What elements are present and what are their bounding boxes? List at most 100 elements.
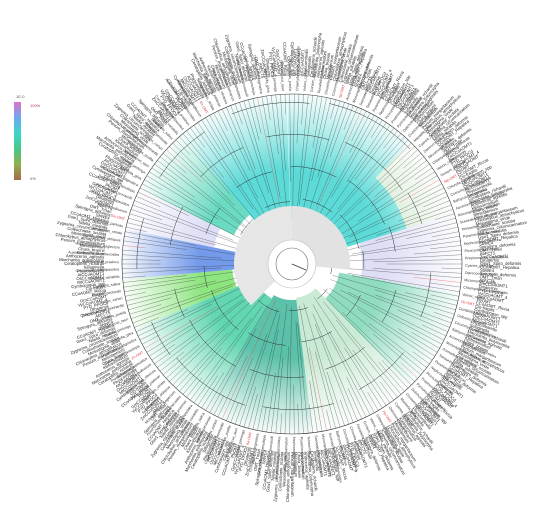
leaf-label: CCoAOMT_Hepatica: [480, 264, 520, 270]
leaf-label: Mesotaenium: [79, 243, 105, 250]
tree-branch: [134, 317, 159, 328]
inner-leaf-label: Ostreococcus_tauri: [279, 60, 285, 91]
leaf-label: AbFCT5: [363, 75, 374, 92]
core-gray-band-2: [291, 205, 350, 270]
tree-branch: [213, 395, 225, 416]
tree-branch: [441, 267, 462, 269]
tree-node-arc: [388, 226, 396, 252]
leaf-label: CCoAOMT_Hepatica: [261, 450, 271, 490]
tree-branch: [146, 285, 256, 353]
tree-branch: [139, 304, 212, 341]
tree-branch: [400, 362, 418, 379]
tree-node-arc: [381, 289, 397, 323]
leaf-label: Penium_margaritaceum: [290, 452, 295, 497]
leaf-label: PtrOMT: [455, 163, 471, 175]
tree-branch: [297, 94, 309, 207]
tree-branch: [326, 299, 412, 386]
tree-branch: [375, 294, 452, 324]
tree-branch: [162, 343, 200, 375]
leaf-label: PtrOMT: [476, 297, 492, 305]
leaf-label: Ceratopteris_richardii: [64, 261, 104, 266]
leaf-label: Marchantia_polymorpha: [312, 32, 323, 78]
tree-branch: [336, 319, 398, 398]
inner-leaf-label: Chlorella_variabilis: [89, 275, 120, 281]
leaf-label: Clo-fragilis: [332, 447, 341, 467]
inner-leaf-label: Coccomyxa_subellipsoidea: [75, 267, 119, 272]
legend-color-bar: [14, 102, 21, 180]
inner-leaf-label: Prasinococcus_capsulatus: [274, 436, 281, 479]
leaf-label: OMT_Tmari: [253, 56, 262, 79]
leaf-label: ZmCCoAOMT1: [479, 281, 509, 289]
tree-node-arc: [159, 131, 206, 178]
tree-node-arc: [176, 357, 246, 406]
tree-node-arc: [151, 321, 171, 356]
leaf-labels-inner: Cyanea_perlongaOstreococcus_tauriMicromo…: [68, 46, 508, 483]
tree-branch: [122, 265, 243, 269]
tree-branch: [186, 130, 225, 178]
tree-branch: [123, 240, 187, 250]
leaf-label: Selaginella: [313, 450, 321, 472]
tree-branch: [323, 301, 402, 395]
tree-branch: [213, 112, 259, 199]
tree-branch: [330, 175, 438, 241]
leaf-label: PYD_PPOCd: [83, 300, 109, 310]
inner-leaf-label: Mamiella_gilva: [263, 69, 270, 93]
tree-branch: [300, 97, 327, 223]
tree-branch: [166, 149, 203, 183]
tree-branch: [429, 282, 461, 288]
tree-branch: [312, 304, 371, 416]
leaf-label: SbWE4: [95, 212, 111, 220]
inner-leaf-label: Cyanea_perlonga: [271, 63, 278, 92]
leaf-label: Physcomitrella: [77, 268, 105, 274]
leaf-label: SbWE4: [248, 66, 256, 82]
leaf-label: PYD_PPOCd: [238, 445, 249, 471]
tree-branch: [186, 378, 202, 398]
tree-branch: [169, 320, 234, 382]
tree-branch: [343, 149, 418, 218]
tree-branch: [122, 259, 161, 261]
inner-leaf-label: Ostreococcus_tauri: [465, 271, 496, 277]
tree-node-arc: [407, 192, 423, 224]
tree-branch: [270, 95, 279, 155]
tree-branch: [201, 372, 224, 409]
leaf-label: Chlorokybus_atmophyticus: [285, 452, 291, 502]
leaf-label: Physcomitrella: [302, 48, 309, 76]
leaf-label: AbFCT5: [250, 447, 258, 464]
tree-branch: [132, 204, 242, 246]
tree-branch: [123, 269, 253, 288]
tree-branch: [127, 274, 249, 306]
tree-node-arc: [329, 103, 411, 150]
tree-branch: [372, 268, 462, 274]
tree-branch: [323, 160, 427, 240]
leaf-label: PYD_PPOCd: [268, 52, 276, 78]
tree-branch: [331, 117, 379, 198]
tree-branch: [326, 371, 345, 426]
tree-branch: [137, 281, 255, 337]
tree-branch: [182, 133, 267, 233]
legend-min-label: 0%: [30, 176, 36, 181]
tree-branch: [381, 139, 409, 169]
tree-branch: [423, 196, 448, 208]
tree-branch: [326, 409, 332, 430]
inner-leaf-label: Crustomastix_stigmatica: [248, 433, 260, 472]
leaf-label: Klebsormidium: [76, 250, 104, 256]
leaf-label: GmCCoAOMT: [477, 294, 505, 304]
leaf-label: Dmaternis: [90, 303, 110, 312]
tree-branch: [323, 289, 424, 372]
tree-node-arc: [289, 307, 309, 311]
highlighted-leaf-label: Zc-OMT: [131, 350, 145, 361]
tree-branch: [136, 309, 188, 332]
inner-leaf-label: Chlamydomonas_reinhardtii: [295, 46, 300, 91]
tree-branch: [313, 115, 375, 225]
leaf-label: Selaginella: [306, 55, 313, 77]
leaf-label: Selaginella: [83, 264, 104, 269]
tree-node-arc: [346, 295, 361, 316]
leaf-label: Gsw1_Spiro_deformis: [478, 229, 519, 240]
tree-branch: [412, 351, 430, 365]
tree-branch: [146, 175, 219, 220]
tree-branch: [372, 259, 462, 262]
tree-branch: [311, 98, 332, 181]
tree-branch: [313, 95, 318, 125]
leaf-label: AbFCT5: [480, 250, 497, 256]
tree-branch: [162, 153, 187, 174]
